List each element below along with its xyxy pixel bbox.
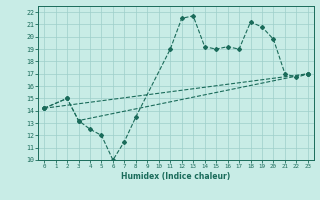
- X-axis label: Humidex (Indice chaleur): Humidex (Indice chaleur): [121, 172, 231, 181]
